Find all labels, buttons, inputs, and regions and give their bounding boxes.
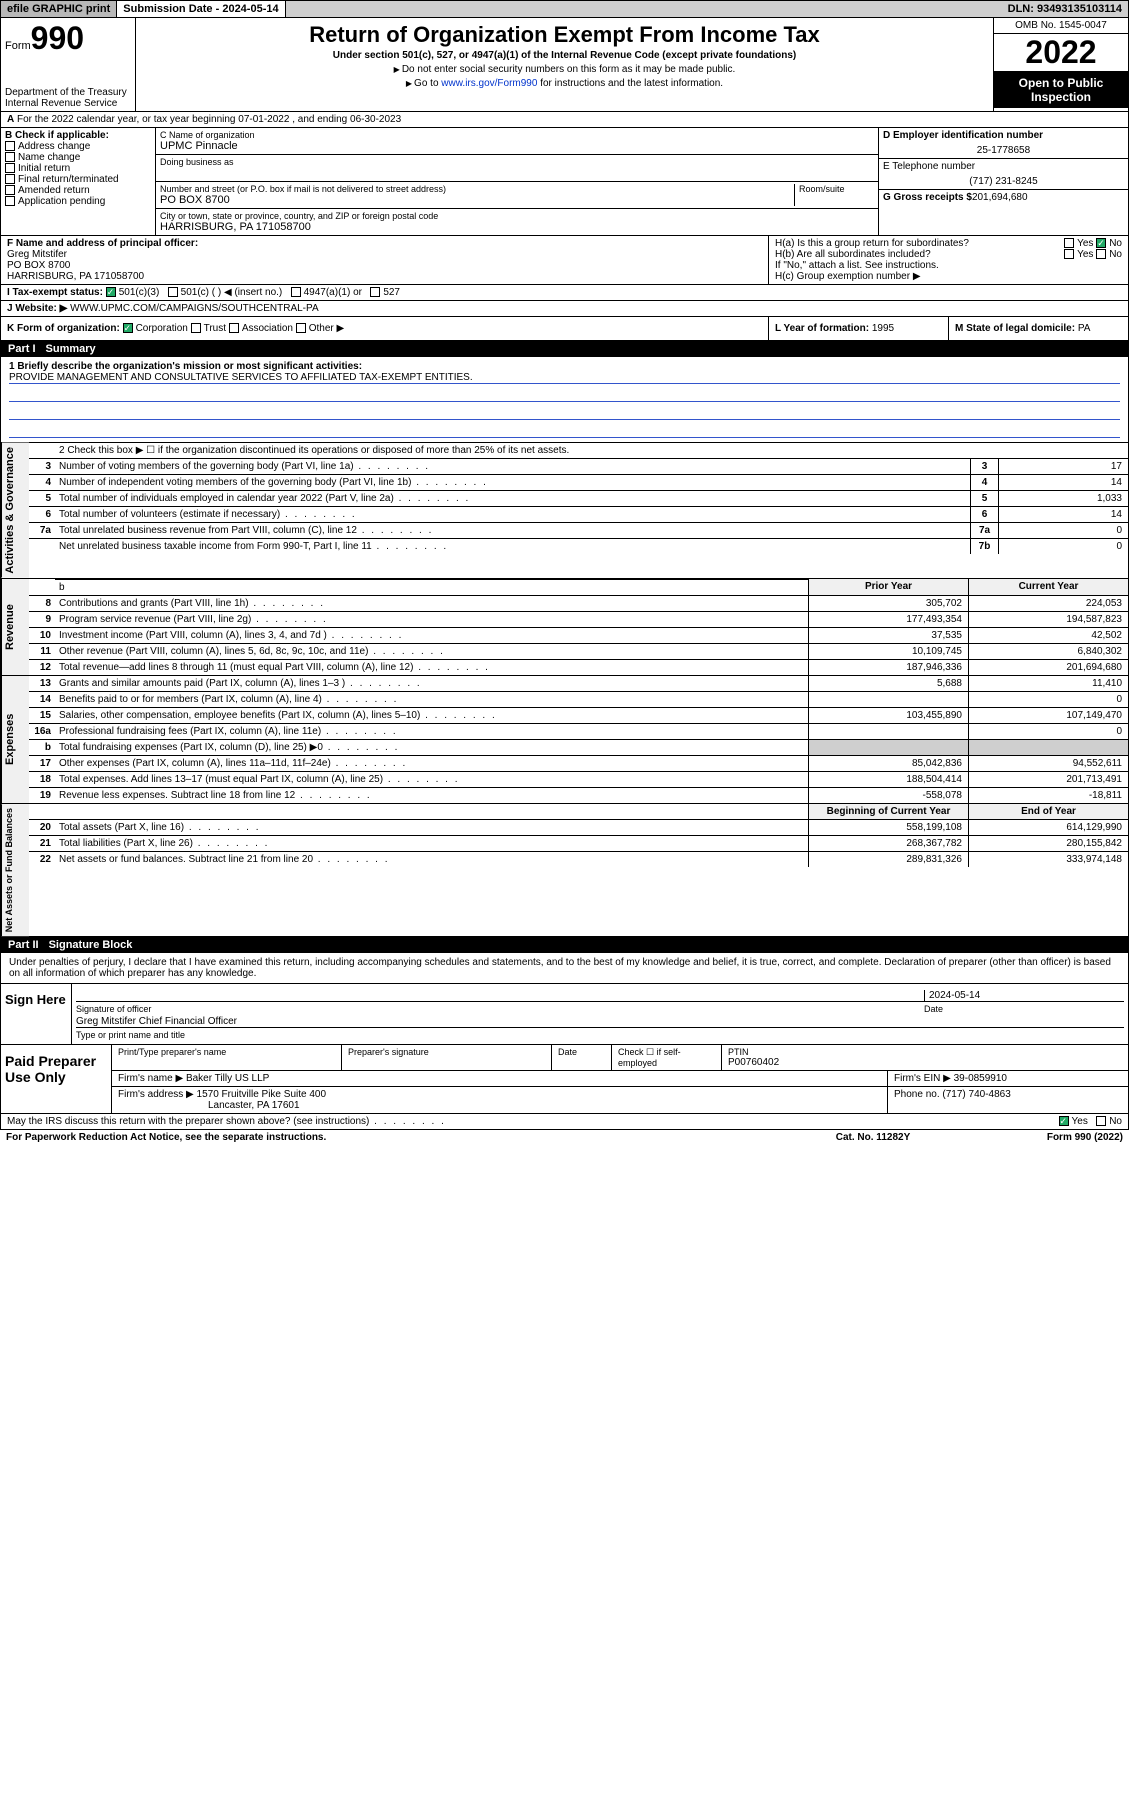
part2-header: Part IISignature Block	[0, 937, 1129, 953]
website-value: WWW.UPMC.COM/CAMPAIGNS/SOUTHCENTRAL-PA	[70, 303, 319, 314]
dept-treasury: Department of the Treasury	[5, 87, 131, 98]
form-title: Return of Organization Exempt From Incom…	[140, 22, 989, 48]
table-row: 15Salaries, other compensation, employee…	[29, 708, 1128, 724]
form-subtitle: Under section 501(c), 527, or 4947(a)(1)…	[140, 50, 989, 61]
gov-sidelabel: Activities & Governance	[1, 443, 29, 578]
ssn-note: Do not enter social security numbers on …	[140, 64, 989, 75]
table-row: 21Total liabilities (Part X, line 26)268…	[29, 836, 1128, 852]
ein-value: 25-1778658	[883, 145, 1124, 156]
table-row: Net unrelated business taxable income fr…	[29, 539, 1128, 554]
gross-receipts: 201,694,680	[972, 192, 1028, 203]
table-row: 12Total revenue—add lines 8 through 11 (…	[29, 660, 1128, 675]
signer-name: Greg Mitstifer Chief Financial Officer	[76, 1016, 237, 1027]
org-address: PO BOX 8700	[160, 194, 794, 206]
discuss-row: May the IRS discuss this return with the…	[0, 1114, 1129, 1130]
table-row: bTotal fundraising expenses (Part IX, co…	[29, 740, 1128, 756]
org-city: HARRISBURG, PA 171058700	[160, 221, 874, 233]
table-row: 20Total assets (Part X, line 16)558,199,…	[29, 820, 1128, 836]
table-row: 19Revenue less expenses. Subtract line 1…	[29, 788, 1128, 803]
rev-sidelabel: Revenue	[1, 579, 29, 675]
expenses-table: Expenses 13Grants and similar amounts pa…	[0, 676, 1129, 804]
form-number: Form990	[5, 20, 131, 57]
footer: For Paperwork Reduction Act Notice, see …	[0, 1130, 1129, 1145]
table-row: 13Grants and similar amounts paid (Part …	[29, 676, 1128, 692]
governance-table: Activities & Governance 2 Check this box…	[0, 443, 1129, 579]
table-row: 10Investment income (Part VIII, column (…	[29, 628, 1128, 644]
mission-block: 1 Briefly describe the organization's mi…	[0, 357, 1129, 443]
efile-label[interactable]: efile GRAPHIC print	[1, 1, 117, 17]
box-de: D Employer identification number25-17786…	[878, 128, 1128, 235]
open-public-badge: Open to Public Inspection	[994, 72, 1128, 108]
block-bcde: B Check if applicable: Address change Na…	[0, 128, 1129, 236]
row-k: K Form of organization: Corporation Trus…	[0, 317, 1129, 341]
table-row: 22Net assets or fund balances. Subtract …	[29, 852, 1128, 867]
netassets-table: Net Assets or Fund Balances Beginning of…	[0, 804, 1129, 937]
revenue-table: Revenue bPrior YearCurrent Year 8Contrib…	[0, 579, 1129, 676]
table-row: 7aTotal unrelated business revenue from …	[29, 523, 1128, 539]
topbar: efile GRAPHIC print Submission Date - 20…	[0, 0, 1129, 18]
dln: DLN: 93493135103114	[1002, 1, 1128, 17]
signature-block: Under penalties of perjury, I declare th…	[0, 953, 1129, 1045]
table-row: 8Contributions and grants (Part VIII, li…	[29, 596, 1128, 612]
website-note: Go to www.irs.gov/Form990 for instructio…	[140, 78, 989, 89]
irs-link[interactable]: www.irs.gov/Form990	[441, 78, 537, 89]
phone-value: (717) 231-8245	[883, 176, 1124, 187]
table-row: 16aProfessional fundraising fees (Part I…	[29, 724, 1128, 740]
table-row: 14Benefits paid to or for members (Part …	[29, 692, 1128, 708]
row-a-taxyear: A For the 2022 calendar year, or tax yea…	[0, 112, 1129, 128]
table-row: 11Other revenue (Part VIII, column (A), …	[29, 644, 1128, 660]
mission-text: PROVIDE MANAGEMENT AND CONSULTATIVE SERV…	[9, 372, 1120, 384]
row-f: F Name and address of principal officer:…	[0, 236, 1129, 285]
officer-name: Greg Mitstifer	[7, 249, 67, 260]
table-row: 6Total number of volunteers (estimate if…	[29, 507, 1128, 523]
preparer-block: Paid Preparer Use Only Print/Type prepar…	[0, 1045, 1129, 1114]
table-row: 17Other expenses (Part IX, column (A), l…	[29, 756, 1128, 772]
submission-date: Submission Date - 2024-05-14	[117, 1, 285, 17]
table-row: 3Number of voting members of the governi…	[29, 459, 1128, 475]
exp-sidelabel: Expenses	[1, 676, 29, 803]
row-j: J Website: ▶ WWW.UPMC.COM/CAMPAIGNS/SOUT…	[0, 301, 1129, 317]
row-i: I Tax-exempt status: 501(c)(3) 501(c) ( …	[0, 285, 1129, 301]
irs-label: Internal Revenue Service	[5, 98, 131, 109]
table-row: 4Number of independent voting members of…	[29, 475, 1128, 491]
table-row: 5Total number of individuals employed in…	[29, 491, 1128, 507]
tax-year: 2022	[994, 34, 1128, 72]
na-sidelabel: Net Assets or Fund Balances	[1, 804, 29, 936]
omb-number: OMB No. 1545-0047	[994, 18, 1128, 34]
form-header: Form990 Department of the Treasury Inter…	[0, 18, 1129, 112]
org-name: UPMC Pinnacle	[160, 140, 874, 152]
box-b: B Check if applicable: Address change Na…	[1, 128, 156, 235]
firm-name: Baker Tilly US LLP	[186, 1073, 269, 1084]
part1-header: Part ISummary	[0, 341, 1129, 357]
table-row: 18Total expenses. Add lines 13–17 (must …	[29, 772, 1128, 788]
table-row: 9Program service revenue (Part VIII, lin…	[29, 612, 1128, 628]
box-c: C Name of organizationUPMC Pinnacle Doin…	[156, 128, 878, 235]
